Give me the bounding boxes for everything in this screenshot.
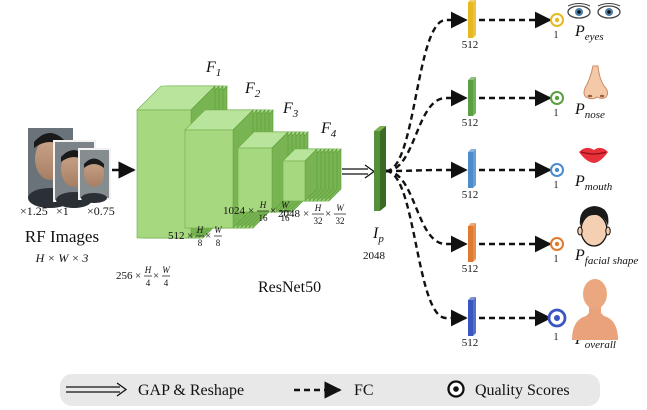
times-sign: × — [325, 208, 331, 220]
head-feature-vector — [468, 80, 473, 116]
fraction-numerator: W — [214, 225, 223, 235]
head-fc-dim: 512 — [462, 189, 479, 201]
gap-reshape-arrow — [342, 164, 376, 179]
legend-quality-icon — [447, 380, 465, 398]
stage-label-f2: F2 — [244, 80, 261, 100]
fraction-numerator: H — [144, 265, 152, 275]
overall-icon — [572, 279, 618, 340]
head-label: Pmouth — [574, 173, 613, 193]
legend-quality-label: Quality Scores — [475, 382, 570, 399]
fc-arrow — [385, 11, 468, 173]
fc-arrow — [385, 169, 468, 253]
scale-label-125: ×1.25 — [20, 204, 48, 218]
feature-map-slice — [136, 109, 192, 239]
rf-images: ×1.25 ×1 ×0.75 RF Images H × W × 3 — [20, 128, 115, 265]
head-fc-dim: 512 — [462, 337, 479, 349]
stage-dim-2: 512 × H8× W8 — [168, 225, 223, 248]
stage-channels: 1024 — [223, 205, 246, 217]
times-sign: × — [135, 270, 141, 282]
feature-map-slice — [237, 147, 273, 213]
head-eyes: 512 1 Peyes — [385, 0, 604, 173]
times-sign: × — [248, 205, 254, 217]
head-fc-dim: 512 — [462, 263, 479, 275]
pooled-label: Ip — [372, 225, 384, 245]
head-mouth: 512 1 Pmouth — [385, 149, 613, 201]
head-out-dim: 1 — [554, 332, 559, 343]
times-sign: × — [270, 205, 276, 217]
legend-gap-label: GAP & Reshape — [138, 382, 244, 399]
legend-gap-arrow — [66, 382, 128, 397]
scale-label-100: ×1 — [56, 204, 69, 218]
head-nose: 512 1 Pnose — [385, 77, 605, 173]
fraction-numerator: W — [336, 203, 345, 213]
head-out-dim: 1 — [554, 254, 559, 265]
fraction-denominator: 32 — [314, 216, 323, 226]
head-feature-vector — [468, 152, 473, 188]
fraction-numerator: W — [281, 200, 290, 210]
stage-label-f4: F4 — [320, 120, 337, 140]
fraction-denominator: 8 — [198, 238, 203, 248]
head-out-dim: 1 — [554, 108, 559, 119]
fc-arrow — [385, 169, 468, 327]
head-label: Pfacial shape — [574, 247, 638, 267]
fraction-denominator: 32 — [336, 216, 345, 226]
stage-label-f3: F3 — [282, 100, 299, 120]
times-sign: × — [303, 208, 309, 220]
head-facial-shape: 512 1 Pfacial shape — [385, 169, 638, 275]
legend: GAP & Reshape FC Quality Scores — [60, 374, 600, 406]
input-dims: H × W × 3 — [35, 251, 89, 265]
times-sign: × — [187, 230, 193, 242]
stage-dim-3: 1024 × H16× W16 — [223, 200, 291, 223]
stage-channels: 256 — [116, 270, 133, 282]
pooled-vector-ip: Ip 2048 — [363, 126, 386, 262]
stage-channels: 512 — [168, 230, 185, 242]
input-image-small — [78, 148, 111, 203]
head-fc-dim: 512 — [462, 117, 479, 129]
mouth-icon — [579, 147, 608, 163]
legend-fc-label: FC — [354, 382, 374, 399]
fraction-denominator: 16 — [281, 213, 291, 223]
fraction-numerator: H — [314, 203, 322, 213]
stage-channels: 2048 — [278, 208, 301, 220]
fc-arrow — [385, 161, 468, 179]
nose-icon — [583, 65, 609, 100]
head-label: Peyes — [574, 23, 604, 43]
fc-arrow — [385, 89, 468, 173]
head-out-dim: 1 — [554, 180, 559, 191]
fraction-denominator: 4 — [146, 278, 151, 288]
fraction-numerator: H — [259, 200, 267, 210]
stage-dim-1: 256 × H4× W4 — [116, 265, 171, 288]
times-sign: × — [205, 230, 211, 242]
head-feature-vector — [468, 226, 473, 262]
stage-label-f1: F1 — [205, 59, 221, 79]
head-feature-vector — [468, 2, 473, 38]
head-feature-vector — [468, 300, 473, 336]
scale-label-075: ×0.75 — [87, 204, 115, 218]
eyes-icon — [567, 3, 621, 19]
backbone-name: ResNet50 — [258, 279, 321, 296]
facial-shape-icon — [577, 206, 611, 247]
quality-heads: 512 1 Peyes 512 1 Pnose 512 1 Pmouth 512 1 Pfacial … — [385, 0, 638, 351]
fraction-denominator: 8 — [216, 238, 221, 248]
fraction-denominator: 16 — [259, 213, 269, 223]
head-fc-dim: 512 — [462, 39, 479, 51]
fraction-numerator: W — [162, 265, 171, 275]
feature-map-stack-4 — [282, 148, 342, 202]
feature-map-slice — [282, 160, 306, 202]
stage-dim-4: 2048 × H32× W32 — [278, 203, 346, 226]
rf-images-title: RF Images — [25, 227, 99, 246]
resnet50-feature-maps — [136, 85, 342, 239]
times-sign: × — [153, 270, 159, 282]
head-out-dim: 1 — [554, 30, 559, 41]
feature-map-slice — [184, 129, 234, 229]
fraction-denominator: 4 — [164, 278, 169, 288]
fraction-numerator: H — [196, 225, 204, 235]
head-label: Pnose — [574, 101, 605, 121]
pooled-dim: 2048 — [363, 250, 386, 262]
stage-labels: F1 F2 F3 F4 — [205, 59, 337, 140]
